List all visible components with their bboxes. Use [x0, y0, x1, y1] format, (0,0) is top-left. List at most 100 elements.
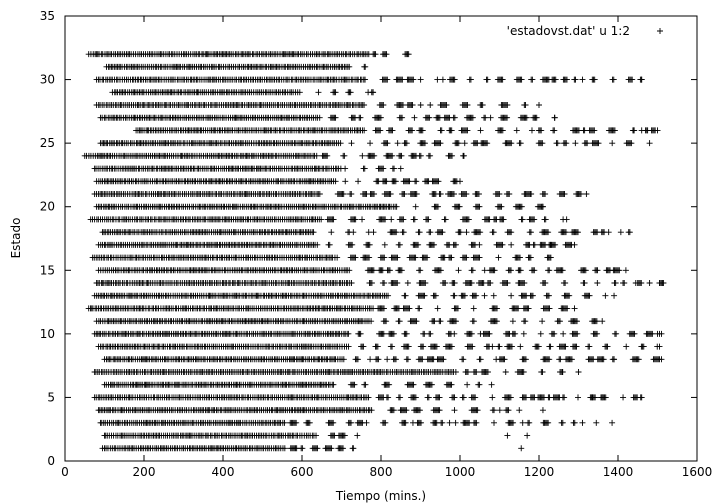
data-point — [316, 191, 323, 197]
data-point — [368, 318, 375, 325]
data-point — [437, 191, 444, 197]
data-point — [494, 305, 501, 312]
data-point — [556, 318, 563, 325]
data-point — [405, 343, 412, 350]
data-point — [361, 165, 368, 172]
data-point — [581, 280, 588, 286]
data-point — [350, 229, 357, 236]
data-point — [508, 343, 515, 350]
data-point — [524, 432, 531, 439]
data-point — [460, 394, 467, 401]
data-point — [355, 178, 362, 185]
data-point — [412, 203, 419, 210]
data-point — [491, 407, 498, 414]
data-point — [427, 330, 434, 337]
data-point — [562, 343, 569, 350]
data-point — [340, 356, 347, 363]
data-point — [340, 445, 347, 452]
data-point — [345, 343, 352, 350]
data-point — [472, 394, 479, 401]
data-point — [380, 330, 387, 337]
data-point — [442, 216, 449, 223]
data-point — [583, 191, 590, 197]
data-point — [481, 267, 488, 274]
data-point — [370, 305, 377, 312]
data-point — [313, 432, 320, 439]
data-point — [281, 419, 288, 426]
data-point — [468, 330, 475, 337]
data-point — [381, 241, 388, 248]
data-point — [392, 356, 399, 363]
data-point — [310, 229, 317, 236]
data-point — [604, 343, 611, 350]
data-point — [417, 152, 424, 159]
data-point — [573, 318, 580, 325]
data-point — [391, 165, 398, 172]
data-point — [413, 178, 420, 185]
data-point — [505, 407, 512, 414]
data-point — [412, 394, 419, 401]
data-point — [508, 292, 515, 299]
data-point — [502, 369, 509, 375]
data-point — [413, 318, 420, 325]
data-point — [546, 267, 553, 274]
data-point — [448, 343, 455, 350]
data-point — [509, 318, 516, 325]
data-point — [560, 330, 567, 337]
data-point — [656, 330, 663, 337]
data-point — [428, 381, 435, 388]
data-point — [537, 330, 544, 337]
data-point — [390, 330, 397, 337]
data-point — [360, 343, 367, 350]
data-point — [575, 394, 582, 401]
data-point — [547, 343, 554, 350]
data-point — [470, 305, 477, 312]
data-point — [635, 356, 642, 363]
data-point — [495, 254, 502, 261]
data-point — [656, 343, 663, 350]
data-point — [631, 330, 638, 337]
data-point — [520, 330, 527, 337]
data-point — [535, 343, 542, 350]
data-point — [416, 407, 423, 414]
data-point — [593, 318, 600, 325]
data-point — [572, 140, 579, 147]
data-point — [461, 140, 468, 147]
data-point — [374, 343, 381, 350]
data-point — [427, 152, 434, 159]
data-point — [493, 318, 500, 325]
data-point — [437, 318, 444, 325]
data-point — [469, 267, 476, 274]
data-point — [474, 407, 481, 414]
data-point — [350, 445, 357, 452]
data-point — [646, 140, 653, 147]
data-point — [609, 140, 616, 147]
data-point — [306, 419, 313, 426]
data-points — [81, 51, 667, 452]
data-point — [620, 394, 627, 401]
data-point — [380, 305, 387, 312]
data-point — [611, 292, 618, 299]
data-point — [348, 419, 355, 426]
data-point — [386, 381, 393, 388]
data-point — [508, 241, 515, 248]
data-point — [434, 305, 441, 312]
data-point — [357, 330, 364, 337]
data-point — [617, 229, 624, 236]
data-point — [417, 267, 424, 274]
data-point — [299, 445, 306, 452]
data-point — [384, 356, 391, 363]
data-point — [539, 203, 546, 210]
data-point — [609, 419, 616, 426]
data-point — [460, 356, 467, 363]
data-point — [488, 381, 495, 388]
data-point — [594, 280, 601, 286]
data-point — [626, 229, 633, 236]
data-point — [575, 369, 582, 375]
data-point — [522, 318, 529, 325]
data-point — [470, 318, 477, 325]
data-point — [539, 318, 546, 325]
data-point — [469, 343, 476, 350]
data-point — [476, 241, 483, 248]
